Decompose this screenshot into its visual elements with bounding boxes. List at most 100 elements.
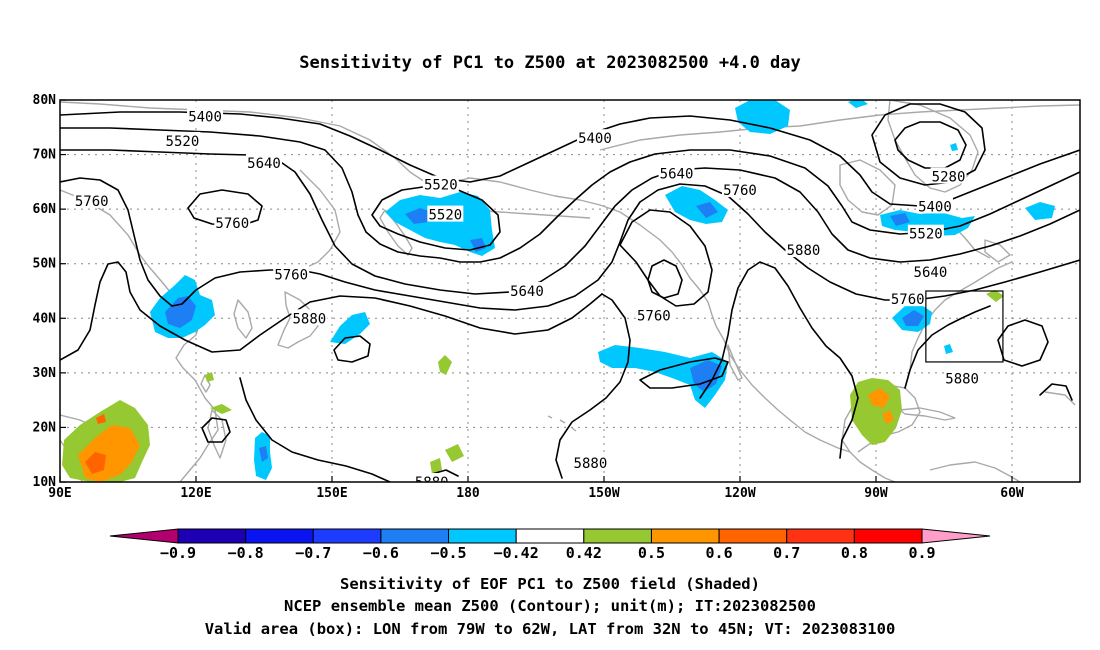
colorbar-label: −0.5 (430, 544, 466, 562)
contour-label: 5880 (787, 243, 821, 259)
contour-5880-nw-atlantic (904, 305, 991, 389)
shade-patch-greenland (950, 143, 958, 151)
colorbar-label: −0.6 (363, 544, 399, 562)
contour-label-bg (427, 205, 464, 222)
shade-patch-gulf-orange2 (882, 410, 894, 424)
shade-patch-gulf-green (850, 378, 902, 445)
contour-label-bg (785, 241, 822, 258)
shade-patch-gulf-orange (868, 388, 890, 408)
contour-label-bg (889, 290, 926, 307)
coastline-okhotsk (299, 169, 341, 269)
latitude-axis: 80N 70N 60N 50N 40N 30N 20N 10N (33, 93, 66, 490)
contour-5760-closed-small (647, 259, 683, 299)
colorbar-label: 0.7 (773, 544, 800, 562)
colorbar-label: 0.9 (908, 544, 935, 562)
contour-5880-mid-pacific (555, 293, 631, 479)
coastline-siberia-north (60, 101, 441, 186)
lon-tick-label: 180 (456, 486, 480, 501)
colorbar-label: 0.8 (841, 544, 868, 562)
contour-label-bg (930, 167, 967, 184)
lat-tick-label: 70N (33, 148, 57, 163)
contour-label-bg (508, 282, 545, 298)
lat-tick-label: 40N (33, 311, 57, 326)
contour-label: 5760 (75, 194, 109, 210)
map-frame (59, 99, 1081, 483)
shade-patch-us-east-core (902, 310, 924, 326)
contour-5760-east-pacific (619, 209, 713, 307)
colorbar: −0.9 −0.8 −0.7 −0.6 −0.5 −0.42 0.42 0.5 0.6 0.7 0.… (109, 528, 991, 562)
contour-label: 5640 (660, 167, 694, 183)
contour-label: 5760 (637, 309, 671, 325)
colorbar-high-extend (921, 528, 991, 544)
shade-patch-atlantic-green (986, 290, 1004, 302)
colorbar-label: −0.9 (160, 544, 196, 562)
contour-label: 5400 (578, 131, 612, 147)
coastline-bermuda (1044, 391, 1076, 406)
longitude-axis: 90E 120E 150E 180 150W 120W 90W 60W (48, 476, 1024, 501)
contour-label: 5760 (215, 216, 249, 232)
contour-label: 5520 (166, 134, 200, 150)
shade-patch-green-small-3 (438, 355, 452, 375)
contour-5520-closed (371, 185, 501, 251)
shade-patch-east-asia-core (165, 296, 196, 328)
shade-patch-green-small-1 (210, 404, 232, 414)
colorbar-swatch (786, 528, 855, 544)
contour-label-bg (722, 181, 758, 198)
contour-label-bg (944, 369, 981, 386)
lon-tick-label: 90W (864, 486, 888, 501)
colorbar-swatch (312, 528, 382, 544)
colorbar-label: −0.7 (295, 544, 331, 562)
figure-title: Sensitivity of PC1 to Z500 at 2023082500… (299, 53, 801, 73)
coastline-baja (727, 344, 743, 381)
coastline-korea (233, 299, 253, 339)
contour-label: 5520 (428, 208, 462, 224)
contour-5880-closed-atlantic (997, 319, 1049, 367)
contour-5880-closed-wp (333, 335, 371, 363)
contour-label-bg (291, 309, 328, 326)
contour-5880-closed-e-pacific (639, 357, 729, 389)
coastline-cuba (899, 407, 956, 421)
colorbar-swatch (718, 528, 788, 544)
colorbar-label: 0.42 (566, 544, 602, 562)
contour-label-bg (164, 131, 201, 148)
lat-tick-label: 30N (33, 366, 57, 381)
contour-5640-west (60, 149, 1080, 295)
contour-5880-subtropical (60, 261, 603, 361)
contour-5760-west (60, 177, 1080, 311)
contour-5880-bermuda (1039, 383, 1073, 401)
contour-label-bg (658, 164, 695, 181)
lon-tick-label: 120W (724, 486, 755, 501)
lat-tick-label: 80N (33, 93, 57, 108)
contour-label-bg (907, 224, 944, 241)
z500-contours (60, 103, 1080, 482)
lon-tick-label: 90E (48, 486, 71, 501)
contour-label: 5880 (292, 311, 326, 327)
contour-label-bg (572, 453, 609, 470)
shade-patch-arctic-2 (848, 100, 868, 108)
shade-patch-kamchatka (385, 192, 495, 256)
lon-tick-label: 150W (588, 486, 619, 501)
colorbar-label: 0.6 (706, 544, 733, 562)
contour-label-bg (576, 129, 613, 146)
shade-patch-canada-core (890, 213, 910, 226)
lon-tick-label: 60W (1000, 486, 1024, 501)
contour-label-bg (214, 213, 251, 230)
footer-line-3: Valid area (box): LON from 79W to 62W, L… (205, 620, 896, 638)
contour-label-bg (413, 473, 450, 482)
map-panel: 5400 5520 5640 5760 5760 5520 5520 5400 5640 5760… (33, 93, 1081, 501)
lat-tick-label: 10N (33, 475, 57, 490)
contour-label: 5400 (918, 199, 952, 215)
contour-label: 5880 (945, 371, 979, 387)
contour-5760-closed-asia (187, 189, 263, 227)
contour-label: 5760 (274, 268, 308, 284)
shade-patch-green-small-2 (205, 372, 214, 382)
coastline-kamchatka (379, 209, 413, 256)
coastline-taiwan (200, 374, 211, 393)
contour-label: 5640 (914, 265, 948, 281)
shade-patch-alaska-core (696, 202, 718, 218)
contour-label-bg (73, 191, 110, 208)
colorbar-swatch (380, 528, 450, 544)
contour-label: 5520 (909, 227, 943, 243)
contour-label: 5640 (247, 156, 281, 172)
shade-patch-se-asia-red2 (96, 414, 106, 424)
